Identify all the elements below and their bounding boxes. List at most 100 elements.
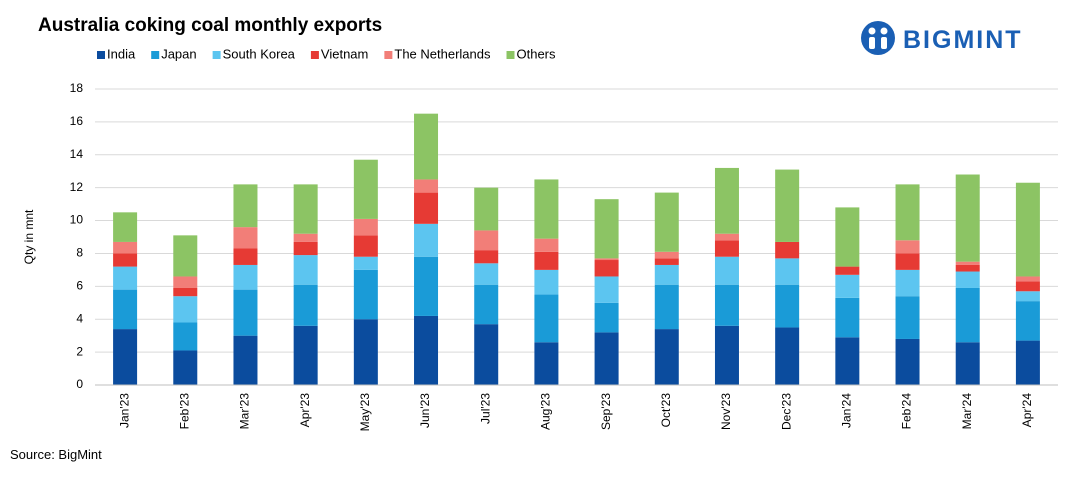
logo-icon [861,21,895,55]
bar-segment [1015,281,1040,292]
bar-segment [173,287,198,297]
x-tick-label: Jan'24 [840,393,854,428]
legend-label: India [107,46,136,61]
bar-segment [534,179,559,239]
bar-segment [835,337,860,385]
bar-segment [714,233,739,241]
bar-segment [594,332,619,385]
chart-title: Australia coking coal monthly exports [38,15,382,36]
bar-segment [955,264,980,272]
bar-segment [1015,301,1040,341]
bar-segment [654,192,679,252]
bar-segment [474,250,499,264]
bar-segment [474,324,499,385]
bar-segment [775,241,800,259]
bar-segment [293,325,318,385]
bar-segment [353,319,378,385]
bar-segment [173,235,198,277]
bar-segment [293,184,318,234]
bar-segment [173,322,198,351]
bar-segment [113,253,138,267]
bar-segment [414,256,439,316]
x-tick-label: May'23 [358,393,372,432]
bar-segment [895,269,920,297]
legend: India Japan South Korea Vietnam The Netherla… [97,46,556,61]
bar-segment [594,199,619,259]
bar-segment [714,256,739,285]
y-tick-label: 18 [70,81,84,95]
bar-segment [714,167,739,234]
bar-segment [714,325,739,385]
bar-segment [835,266,860,275]
bar-segment [1015,340,1040,385]
legend-swatch [384,51,393,59]
x-tick-label: Oct'23 [659,393,673,428]
x-tick-label: Mar'24 [960,393,974,430]
y-tick-label: 0 [76,377,83,391]
bar-segment [594,276,619,303]
x-tick-label: Jun'23 [418,393,432,428]
bar-segment [353,159,378,219]
bar-segment [293,255,318,285]
bar-segment [414,315,439,385]
bar-segment [895,240,920,254]
bar-segment [414,113,439,180]
y-tick-label: 14 [70,147,84,161]
bar-segment [534,294,559,343]
bar-segment [173,276,198,288]
bar-segment [654,329,679,385]
bar-segment [474,230,499,251]
bar-segment [414,179,439,193]
logo: BIGMINT [861,21,1021,55]
bar-segment [1015,182,1040,277]
legend-label: The Netherlands [394,46,491,61]
bar-segment [113,266,138,290]
legend-swatch [212,51,221,59]
bar-segment [353,235,378,257]
bar-segment [895,296,920,339]
bar-segment [113,212,138,242]
y-tick-label: 6 [76,279,83,293]
bar-segment [654,251,679,259]
bar-segment [775,169,800,242]
bar-segment [353,256,378,270]
bar-segment [775,327,800,385]
x-tick-label: Jul'23 [478,393,492,424]
bar-segment [955,342,980,385]
bar-segment [293,241,318,256]
bar-segment [113,241,138,254]
bar-segment [474,187,499,231]
bar-segment [594,258,619,261]
bar-segment [955,174,980,262]
bar-segment [594,302,619,333]
bar-segment [173,350,198,385]
x-tick-label: Sep'23 [599,393,613,430]
x-tick-label: Mar'23 [238,393,252,430]
x-tick-label: Feb'24 [900,393,914,430]
bar-segment [233,289,258,336]
x-tick-label: Apr'23 [298,393,312,428]
bar-segment [233,335,258,385]
bar-segment [293,233,318,242]
bar-segment [113,289,138,330]
bar-segment [474,284,499,325]
bar-segment [835,207,860,267]
bar-segment [835,274,860,298]
x-tick-label: Dec'23 [779,393,793,430]
bar-segment [293,284,318,326]
bar-segment [654,284,679,330]
bar-segment [534,342,559,385]
bar-segment [714,284,739,326]
legend-label: Japan [161,46,196,61]
bar-segment [534,238,559,252]
legend-swatch [97,51,105,59]
logo-icon-part [880,27,888,35]
bar-segment [955,287,980,343]
x-tick-label: Feb'23 [177,393,191,430]
y-tick-label: 10 [70,213,84,227]
logo-icon-part [868,27,876,35]
bar-segment [534,269,559,295]
y-tick-label: 12 [70,180,84,194]
bar-segment [233,227,258,249]
